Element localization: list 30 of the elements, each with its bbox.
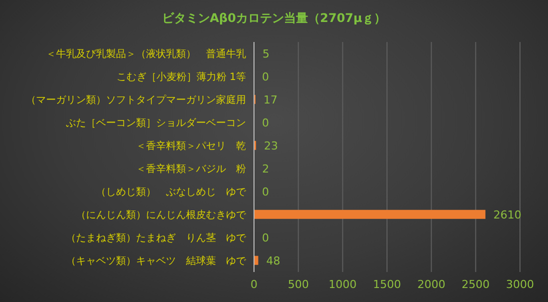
data-label: 0 (262, 70, 269, 84)
chart-title: ビタミンAβ0カロテン当量（2707μｇ） (160, 10, 388, 27)
x-tick-label: 1000 (328, 278, 357, 291)
y-tick-label: （マーガリン類）ソフトタイプマーガリン家庭用 (26, 94, 246, 106)
x-tick-label: 2000 (417, 278, 446, 291)
data-label: 23 (264, 139, 278, 152)
y-tick-label: ＜香辛料類＞パセリ 乾 (136, 140, 246, 152)
y-tick-label: ＜香辛料類＞バジル 粉 (136, 163, 246, 176)
y-tick-label: （キャベツ類）キャベツ 結球葉 ゆで (66, 255, 247, 268)
x-tick-label: 1500 (373, 278, 401, 291)
data-label: 2 (262, 162, 270, 176)
data-label: 17 (264, 93, 278, 106)
x-tick-label: 500 (288, 278, 309, 291)
x-tick-label: 3000 (506, 278, 534, 291)
x-tick-label: 2500 (462, 278, 490, 291)
bar (254, 210, 486, 219)
y-tick-label: （たまねぎ類）たまねぎ りん茎 ゆで (66, 232, 247, 244)
data-label: 48 (266, 254, 280, 268)
y-tick-label: ＜牛乳及び乳製品＞（液状乳類） 普通牛乳 (46, 48, 246, 60)
y-tick-label: （しめじ類） ぶなしめじ ゆで (96, 186, 247, 198)
x-tick-label: 0 (250, 278, 258, 291)
y-tick-label: こむぎ［小麦粉］薄力粉 1等 (116, 71, 246, 84)
data-label: 0 (262, 185, 269, 198)
data-label: 0 (262, 231, 269, 244)
y-tick-label: （にんじん類）にんじん根皮むきゆで (76, 209, 247, 222)
data-label: 5 (262, 47, 270, 60)
bar (254, 256, 258, 265)
data-label: 0 (262, 116, 269, 130)
data-label: 2610 (493, 208, 522, 222)
y-tick-label: ぶた［ベーコン類］ショルダーベーコン (66, 117, 246, 130)
